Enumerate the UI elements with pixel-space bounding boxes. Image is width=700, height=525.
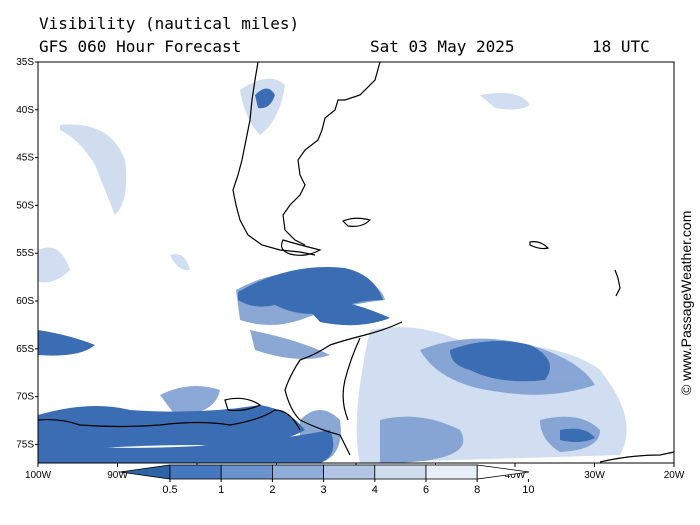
lat-tick-label: 60S (16, 296, 34, 307)
lat-tick-label: 40S (16, 105, 34, 116)
forecast-date: Sat 03 May 2025 (370, 37, 515, 56)
colorbar-label: 8 (474, 484, 480, 496)
thurston-island (224, 397, 262, 412)
watermark-text: © www.PassageWeather.com (678, 211, 694, 395)
watermark: © www.PassageWeather.com (678, 211, 694, 395)
colorbar-over-arrow (476, 464, 530, 480)
colorbar-segment (271, 464, 324, 480)
colorbar-segment (323, 464, 376, 480)
lat-tick-label: 75S (16, 439, 34, 450)
colorbar-label: 1 (218, 484, 224, 496)
colorbar-label: 4 (372, 484, 378, 496)
colorbar-label: 3 (321, 484, 327, 496)
lat-tick-label: 70S (16, 392, 34, 403)
forecast-time: 18 UTC (592, 37, 650, 56)
south-america-west-coast (232, 61, 316, 256)
colorbar-label: 6 (423, 484, 429, 496)
lat-tick-label: 45S (16, 153, 34, 164)
south-sandwich-islands (614, 269, 621, 297)
colorbar-segment (169, 464, 222, 480)
lon-tick-label: 30W (584, 470, 605, 481)
forecast-label: GFS 060 Hour Forecast (39, 37, 242, 56)
antarctic-peninsula (284, 321, 403, 456)
latitude-axis: 35S 40S 45S 50S 55S 60S 65S 70S 75S (16, 57, 38, 450)
map-title: Visibility (nautical miles) (39, 14, 300, 33)
lat-tick-label: 55S (16, 248, 34, 259)
lat-tick-label: 65S (16, 344, 34, 355)
colorbar-segment (220, 464, 273, 480)
antarctica-coast (37, 409, 675, 463)
colorbar-label: 2 (269, 484, 275, 496)
fog-dense-areas (38, 88, 595, 463)
lon-tick-label: 100W (25, 470, 52, 481)
colorbar-label: 0.5 (162, 484, 177, 496)
falkland-islands (341, 217, 372, 227)
visibility-colorbar: 0.5 1 2 3 4 6 8 10 (119, 464, 535, 496)
colorbar-label: 10 (522, 484, 534, 496)
south-america-east-coast (282, 61, 381, 246)
coastlines (37, 61, 675, 463)
lon-tick-label: 90W (107, 470, 128, 481)
lon-tick-label: 20W (664, 470, 685, 481)
colorbar-segment (374, 464, 427, 480)
tierra-del-fuego (280, 239, 322, 256)
lat-tick-label: 50S (16, 200, 34, 211)
lat-tick-label: 35S (16, 57, 34, 68)
south-georgia (529, 241, 550, 250)
lon-tick-label: 40W (505, 470, 526, 481)
colorbar-segment (425, 464, 478, 480)
